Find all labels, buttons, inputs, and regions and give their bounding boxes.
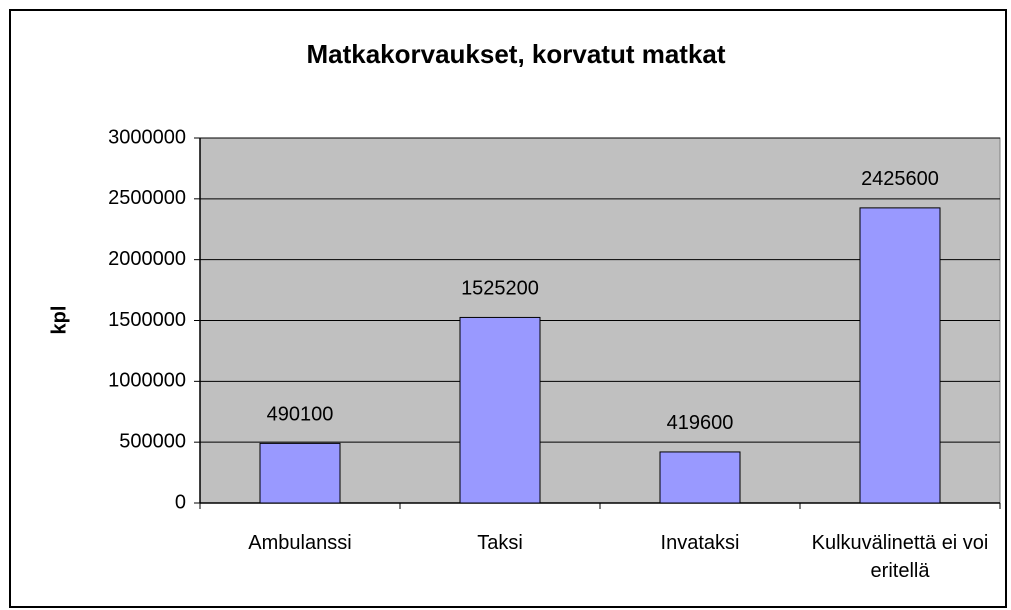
data-label: 2425600 (861, 168, 939, 190)
y-tick-label: 2500000 (108, 187, 186, 209)
chart-title: Matkakorvaukset, korvatut matkat (306, 39, 725, 69)
x-tick-label: Taksi (477, 532, 523, 554)
data-label: 419600 (667, 412, 734, 434)
y-tick-label: 1500000 (108, 309, 186, 331)
y-tick-label: 500000 (119, 430, 186, 452)
y-tick-label: 1000000 (108, 370, 186, 392)
y-axis-label: kpl (48, 306, 70, 335)
y-tick-label: 0 (175, 491, 186, 513)
bar (659, 451, 741, 504)
bar (459, 316, 541, 504)
x-tick-label: Kulkuvälinettä ei voi eritellä (811, 532, 989, 582)
x-tick-label: Invataksi (660, 532, 740, 554)
y-tick-label: 3000000 (108, 126, 186, 148)
bar (259, 442, 341, 504)
x-tick-label: Ambulanssi (248, 532, 352, 554)
data-label: 1525200 (461, 278, 539, 300)
bar (859, 207, 941, 504)
y-tick-label: 2000000 (108, 248, 186, 270)
data-label: 490100 (267, 404, 334, 426)
